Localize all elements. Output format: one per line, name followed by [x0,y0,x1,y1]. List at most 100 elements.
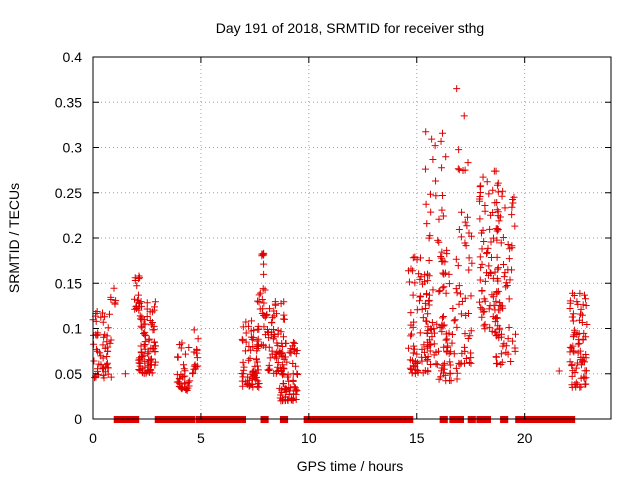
data-point [493,290,501,298]
data-point [492,297,500,305]
data-point [91,374,99,382]
data-point [184,378,192,386]
data-point [90,340,98,348]
data-point [449,304,457,312]
data-point [567,344,575,352]
data-point [247,346,255,354]
data-point [494,331,502,339]
x-tick-label: 0 [89,430,97,446]
data-point [255,383,263,391]
data-point [455,226,463,234]
data-point [265,343,273,351]
data-point [476,298,484,306]
data-point [272,301,280,309]
data-point [577,374,585,382]
data-point [104,364,112,372]
data-point [255,291,263,299]
data-point [281,353,289,361]
data-point [141,332,149,340]
data-point [416,329,424,337]
data-point [568,313,576,321]
data-point [185,343,193,351]
data-point [577,361,585,369]
data-point [274,330,282,338]
data-point [488,327,496,335]
data-point [465,359,473,367]
data-point [250,326,258,334]
data-point [141,331,149,339]
data-point [181,350,189,358]
data-point [437,137,445,145]
data-point [260,299,268,307]
data-point [573,359,581,367]
data-point [407,309,415,317]
data-point [279,333,287,341]
data-point [193,354,201,362]
data-point [431,142,439,150]
data-point [414,369,422,377]
data-point [413,350,421,358]
data-point [419,314,427,322]
data-point [143,299,151,307]
data-point [478,305,486,313]
data-point [144,350,152,358]
data-point [484,244,492,252]
data-point [273,354,281,362]
data-point [497,350,505,358]
data-point [442,269,450,277]
data-point [181,372,189,380]
data-point [112,297,120,305]
data-point [481,297,489,305]
data-point [411,358,419,366]
data-point [566,343,574,351]
data-point [290,345,298,353]
data-point [483,249,491,257]
data-point [455,359,463,367]
data-point [439,312,447,320]
data-point [135,306,143,314]
data-point [423,357,431,365]
data-point [416,293,424,301]
data-point [269,314,277,322]
data-point [264,366,272,374]
data-point [245,322,253,330]
data-point [461,330,469,338]
data-point [279,361,287,369]
data-point [440,270,448,278]
data-point [258,252,266,260]
data-point [192,363,200,371]
data-point [285,390,293,398]
data-point [492,360,500,368]
data-point [462,354,470,362]
data-point [290,390,298,398]
data-point [445,280,453,288]
data-point [238,335,246,343]
data-point [424,310,432,318]
data-point [150,338,158,346]
data-point [259,285,267,293]
data-point [95,360,103,368]
y-tick-label: 0.05 [55,366,82,382]
data-point [582,367,590,375]
data-point [435,375,443,383]
data-point [452,255,460,263]
data-point [409,349,417,357]
data-point [454,262,462,270]
data-point [183,387,191,395]
data-point [145,336,153,344]
data-point [464,159,472,167]
data-point [409,323,417,331]
data-point [248,375,256,383]
data-point [493,253,501,261]
data-point [408,330,416,338]
data-point [428,325,436,333]
data-point [485,190,493,198]
data-point [253,383,261,391]
data-point [136,356,144,364]
data-point [582,374,590,382]
data-point [260,323,268,331]
data-point [462,242,470,250]
data-point [576,383,584,391]
data-point [239,370,247,378]
data-point [149,326,157,334]
